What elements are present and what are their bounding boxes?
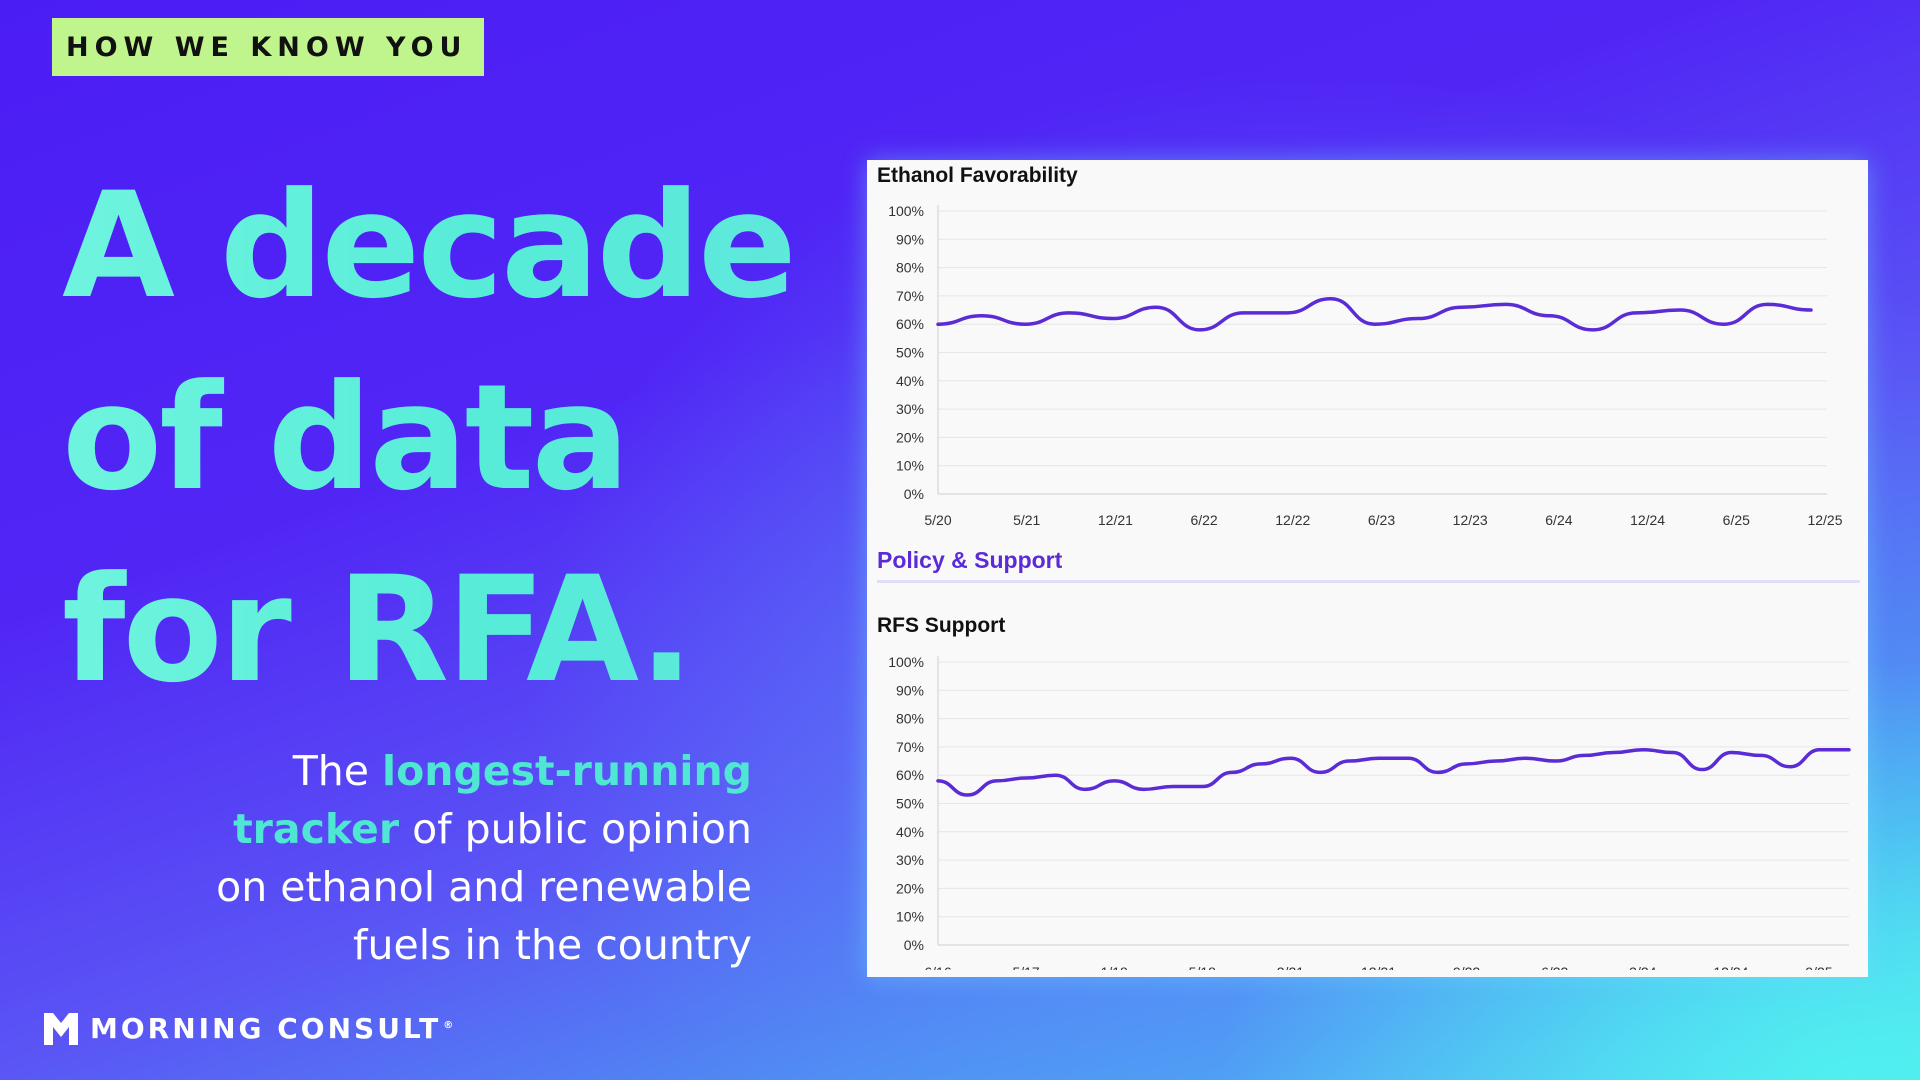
- section-divider: [877, 580, 1860, 583]
- tagline-highlight-2: tracker: [233, 805, 400, 853]
- section-badge: HOW WE KNOW YOU: [52, 18, 484, 76]
- headline-line-2: of data: [62, 353, 627, 523]
- x-tick-label: 2/21: [1277, 964, 1304, 970]
- brand-name: MORNING CONSULT ®: [90, 1012, 457, 1045]
- x-tick-label: 12/21: [1361, 964, 1396, 970]
- headline-line-3: for RFA.: [62, 545, 692, 715]
- x-tick-label: 1/18: [1101, 964, 1128, 970]
- x-tick-label: 12/23: [1453, 512, 1488, 528]
- y-tick-label: 80%: [896, 711, 924, 727]
- y-tick-label: 10%: [896, 458, 924, 474]
- y-tick-label: 50%: [896, 345, 924, 361]
- x-tick-label: 9/25: [1805, 964, 1832, 970]
- x-tick-label: 12/24: [1630, 512, 1665, 528]
- series-line: [936, 747, 1851, 797]
- x-tick-label: 12/22: [1275, 512, 1310, 528]
- rfs-support-chart: 100% 90% 80% 70% 60% 50% 40% 30% 20% 10% 0% 6/16 5/1…: [888, 654, 1851, 970]
- x-tick-label: 5/20: [924, 512, 951, 528]
- chart-title-rfs-support: RFS Support: [877, 614, 1006, 637]
- tagline-line-4: fuels in the country: [353, 921, 752, 969]
- x-tick-label: 6/23: [1541, 964, 1568, 970]
- y-tick-label: 30%: [896, 401, 924, 417]
- tagline-part-2: of public opinion: [399, 805, 752, 853]
- y-tick-label: 100%: [888, 203, 924, 219]
- tagline-part-1: The: [292, 747, 383, 795]
- morning-consult-mark-icon: [44, 1012, 78, 1045]
- y-tick-label: 20%: [896, 429, 924, 445]
- y-tick-label: 40%: [896, 824, 924, 840]
- x-tick-label: 5/18: [1189, 964, 1216, 970]
- y-tick-label: 60%: [896, 316, 924, 332]
- x-tick-label: 5/21: [1013, 512, 1040, 528]
- x-tick-label: 12/21: [1098, 512, 1133, 528]
- y-tick-label: 40%: [896, 373, 924, 389]
- series-line: [936, 296, 1813, 332]
- y-tick-label: 0%: [904, 937, 924, 953]
- x-tick-label: 5/17: [1012, 964, 1039, 970]
- y-tick-label: 60%: [896, 767, 924, 783]
- y-tick-label: 100%: [888, 654, 924, 670]
- y-tick-label: 30%: [896, 852, 924, 868]
- chart-title-ethanol-favorability: Ethanol Favorability: [877, 164, 1078, 187]
- tagline-highlight-1: longest-running: [382, 747, 752, 795]
- x-tick-label: 6/16: [924, 964, 951, 970]
- ethanol-favorability-chart: 100% 90% 80% 70% 60% 50% 40% 30% 20% 10% 0%5/20 5/2…: [888, 203, 1843, 528]
- x-tick-label: 6/23: [1368, 512, 1395, 528]
- x-tick-label: 6/25: [1723, 512, 1750, 528]
- brand-logo: MORNING CONSULT ®: [44, 1012, 456, 1045]
- y-tick-label: 20%: [896, 880, 924, 896]
- tagline: The longest-running tracker of public op…: [216, 742, 752, 974]
- y-tick-label: 90%: [896, 682, 924, 698]
- y-tick-label: 70%: [896, 288, 924, 304]
- x-tick-label: 6/24: [1545, 512, 1572, 528]
- x-tick-label: 3/24: [1629, 964, 1656, 970]
- y-tick-label: 70%: [896, 739, 924, 755]
- tagline-line-3: on ethanol and renewable: [216, 863, 752, 911]
- headline: A decade of data for RFA.: [62, 150, 794, 726]
- section-title-policy-support: Policy & Support: [877, 547, 1063, 573]
- y-tick-label: 50%: [896, 796, 924, 812]
- headline-line-1: A decade: [62, 161, 794, 331]
- y-tick-label: 10%: [896, 909, 924, 925]
- x-tick-label: 6/22: [1190, 512, 1217, 528]
- brand-registered-mark: ®: [443, 1019, 457, 1031]
- chart-panel: Ethanol Favorability 100% 90% 80% 70% 60% 50%…: [867, 160, 1868, 977]
- x-tick-label: 12/24: [1713, 964, 1748, 970]
- y-tick-label: 80%: [896, 260, 924, 276]
- y-tick-label: 0%: [904, 486, 924, 502]
- x-tick-label: 12/25: [1807, 512, 1842, 528]
- x-tick-label: 9/22: [1453, 964, 1480, 970]
- y-tick-label: 90%: [896, 231, 924, 247]
- badge-label: HOW WE KNOW YOU: [66, 31, 468, 63]
